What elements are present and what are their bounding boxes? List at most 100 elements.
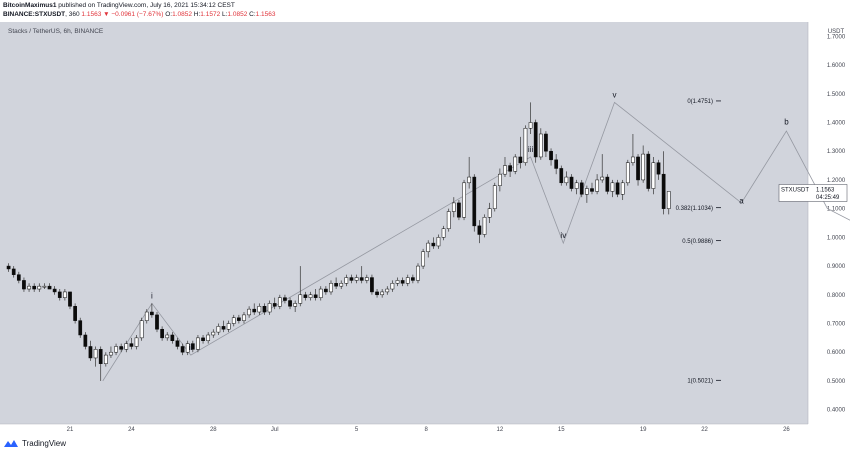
candle-body	[155, 314, 159, 330]
fib-level-label: 0(1.4751)	[687, 99, 713, 105]
current-price-countdown: 04:25:49	[816, 195, 840, 201]
x-tick-label: 26	[783, 427, 790, 433]
y-tick-label: 1.1000	[827, 207, 846, 213]
wave-label: iv	[560, 231, 566, 240]
candle-body	[411, 277, 415, 281]
x-tick-label: 22	[701, 427, 708, 433]
candle-body	[579, 182, 584, 195]
candle-body	[416, 265, 420, 281]
candle-body	[119, 346, 124, 350]
candle-body	[554, 159, 559, 169]
candle-body	[344, 277, 349, 284]
current-price-value: 1.1563	[816, 187, 835, 193]
candle-body	[93, 349, 98, 359]
candle-body	[262, 306, 267, 313]
candle-body	[441, 228, 446, 238]
candle-body	[109, 351, 113, 356]
candle-body	[498, 173, 502, 186]
candle-body	[375, 291, 379, 296]
candle-body	[57, 291, 62, 298]
candle-body	[405, 277, 410, 284]
candle-body	[196, 337, 200, 350]
candle-body	[661, 173, 666, 209]
candle-body	[615, 182, 620, 195]
candle-body	[42, 285, 47, 288]
current-price-tag	[778, 184, 848, 202]
candle-body	[370, 277, 374, 293]
candle-body	[564, 176, 569, 184]
wave-label: iii	[528, 145, 534, 154]
candle-body	[303, 294, 308, 298]
candle-body	[52, 288, 57, 293]
author-name: BitcoinMaximus1	[3, 2, 57, 9]
tradingview-logo-icon	[4, 440, 18, 447]
candle-body	[595, 179, 599, 192]
y-tick-label: 1.4000	[827, 121, 846, 127]
y-tick-label: 0.4000	[827, 408, 846, 414]
ohlc-close-label: C:	[249, 11, 256, 18]
chart-header: BitcoinMaximus1 published on TradingView…	[0, 0, 850, 22]
candle-body	[98, 349, 103, 364]
wave-label: a	[739, 197, 744, 206]
candle-body	[252, 308, 257, 313]
candle-body	[150, 311, 154, 316]
candle-body	[508, 165, 512, 172]
candle-body	[32, 285, 37, 290]
candle-body	[446, 211, 451, 229]
publication-line: BitcoinMaximus1 published on TradingView…	[3, 2, 235, 9]
candle-body	[380, 291, 385, 296]
candle-body	[605, 176, 610, 192]
candle-body	[226, 323, 231, 330]
candle-body	[329, 283, 333, 293]
candle-body	[590, 188, 594, 192]
candle-body	[318, 288, 323, 298]
candle-body	[165, 334, 170, 339]
candle-body	[206, 334, 211, 341]
x-tick-label: 21	[67, 427, 74, 433]
candle-body	[528, 122, 533, 129]
y-tick-label: 0.7000	[827, 322, 846, 328]
candle-body	[349, 277, 354, 281]
candle-body	[257, 306, 262, 313]
candle-body	[313, 294, 318, 298]
wave-label: i	[151, 291, 153, 300]
candle-body	[631, 156, 635, 163]
published-text: published on TradingView.com, July 16, 2…	[58, 2, 235, 9]
candle-body	[359, 277, 364, 281]
candle-body	[569, 176, 574, 189]
candle-body	[334, 283, 338, 287]
ohlc-high-label: H:	[193, 11, 201, 18]
y-tick-label: 1.3000	[827, 149, 846, 155]
price-axis	[808, 22, 850, 435]
y-unit-label: USDT	[828, 29, 845, 35]
candle-body	[47, 285, 52, 290]
candle-body	[277, 297, 282, 307]
candle-body	[180, 346, 185, 353]
candle-body	[651, 162, 656, 189]
candle-body	[73, 306, 77, 321]
candle-body	[636, 156, 640, 181]
price-change: ▼ −0.0961 (−7.67%)	[103, 11, 164, 18]
candle-body	[221, 326, 226, 330]
y-tick-label: 0.6000	[827, 350, 846, 356]
interval: 360	[68, 11, 80, 18]
fib-level-label: 0.5(0.9886)	[682, 239, 713, 245]
candle-body	[211, 331, 216, 336]
candle-body	[231, 317, 236, 324]
candle-body	[641, 153, 646, 181]
candlestick-chart[interactable]: Stacks / TetherUS, 6h, BINANCE USDT1.7000…	[0, 22, 850, 435]
candle-body	[185, 343, 190, 353]
x-tick-label: 28	[210, 427, 217, 433]
candle-body	[462, 182, 466, 218]
time-axis	[0, 424, 808, 435]
candle-body	[68, 291, 72, 307]
candle-body	[426, 242, 431, 252]
y-tick-label: 0.9000	[827, 264, 846, 270]
footer-brand[interactable]: TradingView	[22, 439, 67, 448]
candle-body	[431, 242, 436, 247]
ohlc-open: 1.0852	[172, 11, 192, 18]
ohlc-low-label: L:	[222, 11, 228, 18]
candle-body	[27, 285, 31, 290]
candle-body	[160, 328, 164, 339]
candle-body	[518, 156, 523, 163]
